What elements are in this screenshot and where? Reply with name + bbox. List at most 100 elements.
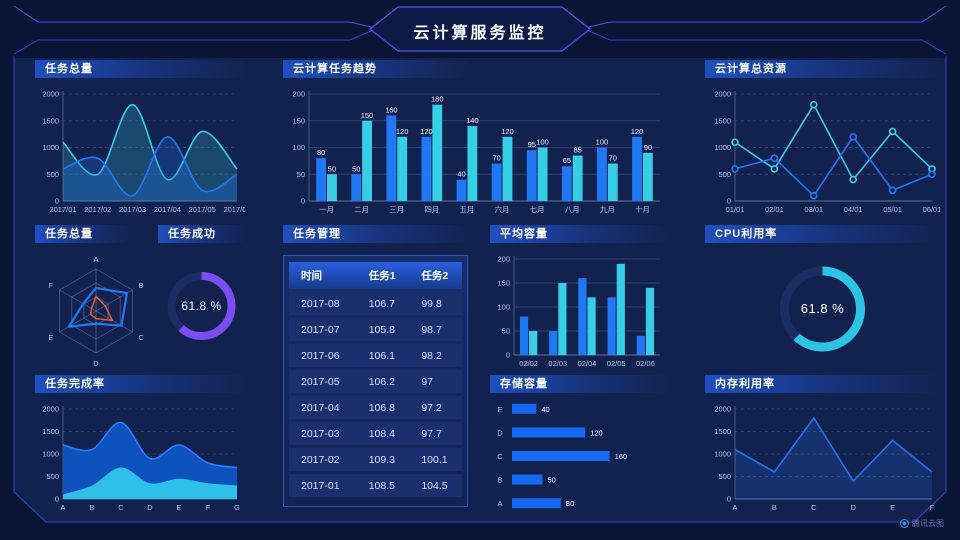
svg-text:100: 100 — [596, 138, 609, 147]
svg-text:F: F — [49, 281, 54, 290]
svg-text:500: 500 — [46, 472, 59, 481]
memory-line-chart: 0 500 1000 1500 2000 A B C D E F — [705, 397, 940, 515]
table-cell: 2017-03 — [289, 422, 357, 445]
table-cell: 108.4 — [356, 422, 410, 445]
table-cell: 97.7 — [409, 422, 462, 445]
svg-text:1000: 1000 — [42, 450, 59, 459]
svg-text:E: E — [176, 503, 181, 512]
storage-hbar-chart: E 40 D 120 C 160 B 50 A 80 — [490, 397, 668, 515]
svg-text:二月: 二月 — [354, 205, 369, 214]
svg-text:01/01: 01/01 — [726, 205, 745, 214]
table-cell: 106.2 — [356, 370, 410, 393]
header-line-bottom-left — [13, 30, 372, 55]
svg-text:1500: 1500 — [42, 427, 59, 436]
table-cell: 97 — [409, 370, 462, 393]
svg-text:04/01: 04/01 — [844, 205, 863, 214]
table-row: 2017-06 106.1 98.2 — [289, 344, 462, 367]
panel-title-memory: 内存利用率 — [705, 375, 940, 393]
svg-text:六月: 六月 — [495, 204, 510, 214]
table-row: 2017-03 108.4 97.7 — [289, 422, 462, 445]
svg-text:2017/02: 2017/02 — [84, 205, 111, 214]
panel-title-task-trend: 云计算任务趋势 — [283, 60, 468, 78]
svg-text:40: 40 — [541, 405, 549, 414]
table-cell: 98.7 — [409, 318, 462, 341]
svg-text:C: C — [118, 503, 124, 512]
svg-text:40: 40 — [457, 170, 465, 179]
table-cell: 2017-06 — [289, 344, 357, 367]
page-title: 云计算服务监控 — [413, 25, 547, 42]
panel-title-task-completion: 任务完成率 — [35, 375, 245, 393]
svg-text:2017/06: 2017/06 — [223, 205, 245, 214]
panel-title-avg-capacity: 平均容量 — [490, 225, 668, 243]
header-decoration — [13, 5, 947, 55]
svg-text:500: 500 — [46, 170, 59, 179]
svg-text:50: 50 — [502, 327, 510, 336]
panel-title-cpu-usage: CPU利用率 — [705, 225, 940, 243]
table-cell: 106.1 — [356, 344, 410, 367]
svg-text:50: 50 — [352, 164, 360, 173]
svg-text:0: 0 — [727, 495, 731, 504]
svg-text:100: 100 — [497, 303, 510, 312]
avg-capacity-bar-chart: 0 50 100 150 200 02/02 02/03 02/04 02/05 02/06 — [490, 247, 668, 371]
svg-text:200: 200 — [497, 255, 510, 264]
table-cell: 106.8 — [356, 396, 410, 419]
svg-text:A: A — [732, 503, 737, 512]
table-cell: 109.3 — [356, 448, 410, 471]
panel-cpu-usage: CPU利用率 61.8 % — [705, 225, 940, 371]
svg-text:0: 0 — [55, 197, 59, 206]
table-cell: 99.8 — [409, 292, 462, 315]
frame-inner-background — [14, 58, 946, 522]
svg-text:F: F — [930, 503, 935, 512]
table-row: 2017-04 106.8 97.2 — [289, 396, 462, 419]
svg-text:B: B — [497, 476, 502, 485]
table-cell: 2017-08 — [289, 292, 357, 315]
svg-text:02/02: 02/02 — [519, 359, 538, 368]
panel-task-completion: 任务完成率 0 500 1000 1500 2000 A B C D E F G — [35, 375, 245, 515]
svg-text:A: A — [497, 499, 502, 508]
table-row: 2017-02 109.3 100.1 — [289, 448, 462, 471]
task-total-area-chart: 0 500 1000 1500 2000 2017/01 2017/02 2017/03 201… — [35, 82, 250, 217]
svg-text:B: B — [89, 503, 94, 512]
svg-text:120: 120 — [396, 127, 409, 136]
task-completion-area-chart: 0 500 1000 1500 2000 A B C D E F G — [35, 397, 245, 515]
svg-text:150: 150 — [497, 279, 510, 288]
table-cell: 108.5 — [356, 474, 410, 497]
panel-task-success: 任务成功 61.8 % — [158, 225, 245, 365]
svg-text:95: 95 — [528, 140, 536, 149]
svg-text:E: E — [497, 405, 502, 414]
svg-text:100: 100 — [292, 143, 305, 152]
table-row: 2017-07 105.8 98.7 — [289, 318, 462, 341]
panel-title-cloud-resources: 云计算总资源 — [705, 60, 940, 78]
svg-text:E: E — [48, 333, 53, 342]
svg-text:D: D — [497, 428, 503, 437]
table-row: 2017-08 106.7 99.8 — [289, 292, 462, 315]
table-row: 2017-05 106.2 97 — [289, 370, 462, 393]
svg-text:C: C — [138, 333, 144, 342]
header-line-top-left — [13, 5, 372, 28]
svg-text:02/05: 02/05 — [607, 359, 626, 368]
header-line-bottom-right — [588, 30, 947, 55]
svg-text:七月: 七月 — [530, 205, 545, 214]
frame-border — [13, 56, 947, 523]
svg-text:80: 80 — [317, 148, 325, 157]
svg-text:02/04: 02/04 — [578, 359, 597, 368]
cpu-usage-donut-chart: 61.8 % — [705, 247, 940, 371]
svg-text:150: 150 — [292, 116, 305, 125]
task-success-donut-chart: 61.8 % — [158, 247, 245, 365]
svg-text:A: A — [60, 503, 65, 512]
svg-text:90: 90 — [644, 143, 652, 152]
brand-label: 腾讯云图 — [912, 519, 944, 528]
svg-text:C: C — [497, 452, 503, 461]
svg-text:500: 500 — [718, 472, 731, 481]
panel-storage: 存储容量 E 40 D 120 C 160 B 50 A 80 — [490, 375, 668, 515]
svg-text:2000: 2000 — [42, 90, 59, 99]
svg-text:五月: 五月 — [459, 205, 474, 214]
svg-text:四月: 四月 — [424, 205, 439, 214]
table-cell: 2017-04 — [289, 396, 357, 419]
svg-text:E: E — [890, 503, 895, 512]
svg-text:1000: 1000 — [42, 143, 59, 152]
svg-text:C: C — [811, 503, 817, 512]
svg-text:A: A — [93, 255, 98, 264]
svg-text:120: 120 — [420, 127, 433, 136]
